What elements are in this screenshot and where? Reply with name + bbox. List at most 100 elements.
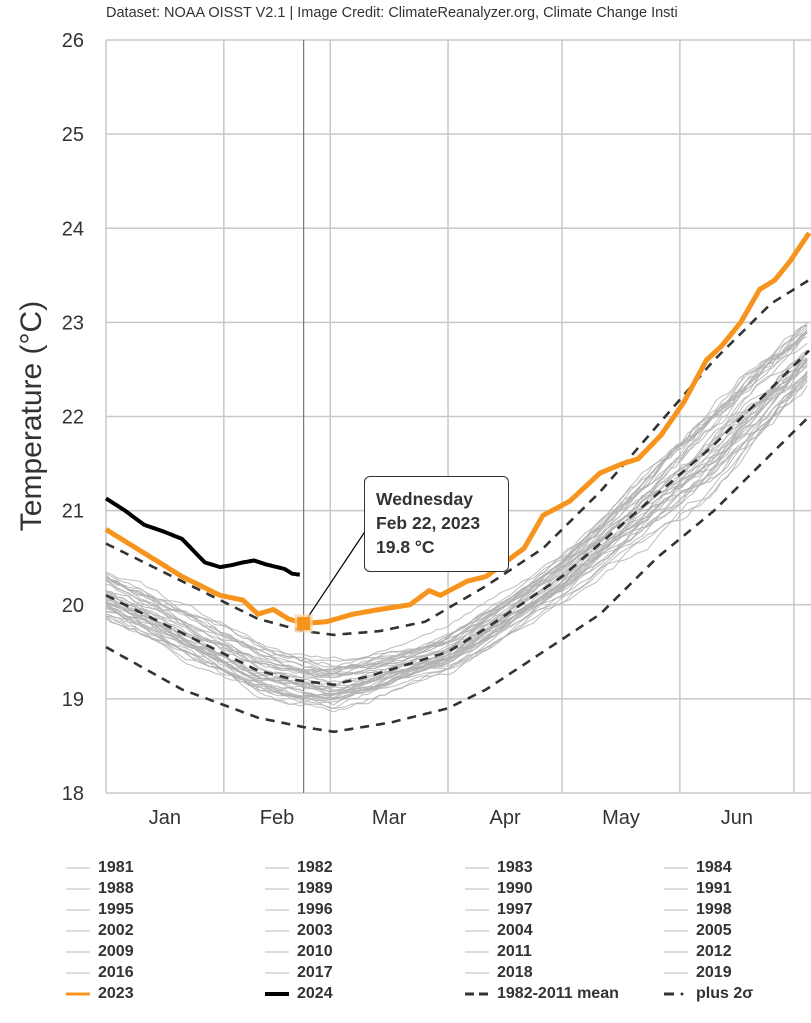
y-tick-label: 18: [62, 783, 84, 805]
legend-item[interactable]: 2019: [664, 963, 732, 983]
legend-item[interactable]: 2011: [465, 942, 532, 962]
y-tick-label: 26: [62, 30, 84, 52]
hover-marker: [294, 529, 367, 633]
legend-label: 1982: [297, 859, 333, 876]
image-credit: Dataset: NOAA OISST V2.1 | Image Credit:…: [106, 5, 678, 21]
tooltip-weekday: Wednesday: [376, 489, 473, 509]
legend-item[interactable]: 2024: [265, 984, 333, 1004]
x-tick-label: Jun: [721, 807, 753, 829]
legend-swatch-icon: [465, 946, 489, 958]
legend-item[interactable]: 1982: [265, 858, 333, 878]
legend-swatch-icon: [265, 946, 289, 958]
legend-label: 2010: [297, 943, 333, 960]
legend-swatch-icon: [265, 904, 289, 916]
legend-item[interactable]: 2010: [265, 942, 333, 962]
series-2023: [104, 231, 811, 627]
legend-label: plus 2σ: [696, 985, 754, 1002]
legend-label: 1989: [297, 880, 333, 897]
legend-swatch-icon: [66, 946, 90, 958]
legend-label: 2009: [98, 943, 134, 960]
legend-label: 2002: [98, 922, 134, 939]
legend-label: 2018: [497, 964, 533, 981]
x-tick-label: Mar: [372, 807, 407, 829]
legend-item[interactable]: 1981: [66, 858, 134, 878]
hover-marker: [297, 617, 311, 631]
legend-swatch-icon: [66, 925, 90, 937]
legend-item[interactable]: 1990: [465, 879, 533, 899]
legend-label: 2017: [297, 964, 333, 981]
legend-item[interactable]: 1988: [66, 879, 134, 899]
historical-year-line: [105, 385, 808, 713]
legend-item[interactable]: 2002: [66, 921, 134, 941]
legend-item[interactable]: 1983: [465, 858, 533, 878]
legend-swatch-icon: [664, 967, 688, 979]
legend-label: 2003: [297, 922, 333, 939]
legend-item[interactable]: 2004: [465, 921, 533, 941]
legend-label: 2005: [696, 922, 732, 939]
legend-swatch-icon: [465, 925, 489, 937]
legend-label: 1982-2011 mean: [497, 985, 619, 1002]
legend-item[interactable]: 2018: [465, 963, 533, 983]
series-minus-2-: [105, 415, 811, 734]
legend-label: 2023: [98, 985, 134, 1002]
legend-item[interactable]: 2009: [66, 942, 134, 962]
historical-year-line: [105, 360, 808, 695]
legend-label: 2004: [497, 922, 533, 939]
y-tick-label: 22: [62, 407, 84, 429]
legend-item[interactable]: 1989: [265, 879, 333, 899]
legend-swatch-icon: [265, 967, 289, 979]
legend-item[interactable]: 1984: [664, 858, 732, 878]
x-tick-label: Feb: [260, 807, 294, 829]
legend-item[interactable]: 2005: [664, 921, 732, 941]
legend-label: 2012: [696, 943, 732, 960]
historical-year-lines: [105, 322, 808, 713]
historical-year-line: [105, 325, 808, 673]
series-1982-2011-mean: [105, 349, 811, 687]
y-tick-label: 19: [62, 689, 84, 711]
legend-swatch-icon: [465, 967, 489, 979]
y-axis-label: Temperature (°C): [15, 301, 48, 531]
legend-label: 1997: [497, 901, 533, 918]
legend-item[interactable]: 1998: [664, 900, 732, 920]
legend-item[interactable]: 1997: [465, 900, 533, 920]
legend-item[interactable]: 1991: [664, 879, 732, 899]
historical-year-line: [105, 363, 808, 699]
tooltip-date: Feb 22, 2023: [376, 513, 481, 533]
legend-label: 1991: [696, 880, 732, 897]
legend-item[interactable]: 1996: [265, 900, 333, 920]
legend-swatch-icon: [265, 862, 289, 874]
legend-item[interactable]: 2003: [265, 921, 333, 941]
legend-label: 1995: [98, 901, 134, 918]
series-2024: [104, 496, 301, 577]
legend-item[interactable]: 2012: [664, 942, 732, 962]
legend-swatch-icon: [465, 988, 489, 1000]
legend-label: 1983: [497, 859, 533, 876]
legend-swatch-icon: [66, 883, 90, 895]
legend-swatch-icon: [265, 925, 289, 937]
legend-swatch-icon: [664, 925, 688, 937]
legend-item[interactable]: 2017: [265, 963, 333, 983]
x-tick-label: Jan: [149, 807, 181, 829]
historical-year-line: [105, 336, 808, 671]
legend-label: 1984: [696, 859, 732, 876]
legend-swatch-icon: [66, 904, 90, 916]
legend-item[interactable]: 1995: [66, 900, 134, 920]
legend-label: 2016: [98, 964, 134, 981]
series-plus-2-: [105, 278, 810, 637]
legend-item[interactable]: 1982-2011 mean: [465, 984, 619, 1004]
legend-item[interactable]: 2016: [66, 963, 134, 983]
historical-year-line: [105, 331, 808, 662]
historical-year-line: [105, 351, 808, 688]
gridlines: 18 19 20 21 22 23 24 25 26 Jan Feb Mar Apr May Jun Temp…: [15, 30, 811, 829]
legend-label: 1988: [98, 880, 134, 897]
legend-item[interactable]: plus 2σ: [664, 984, 753, 1004]
tooltip-value: 19.8 °C: [376, 537, 435, 557]
historical-year-line: [105, 332, 808, 668]
y-tick-label: 24: [62, 218, 84, 240]
legend-swatch-icon: [465, 883, 489, 895]
legend-swatch-icon: [66, 967, 90, 979]
y-tick-label: 21: [62, 501, 84, 523]
x-tick-label: Apr: [489, 807, 520, 829]
legend-item[interactable]: 2023: [66, 984, 134, 1004]
highlight-year-lines: [104, 231, 811, 627]
